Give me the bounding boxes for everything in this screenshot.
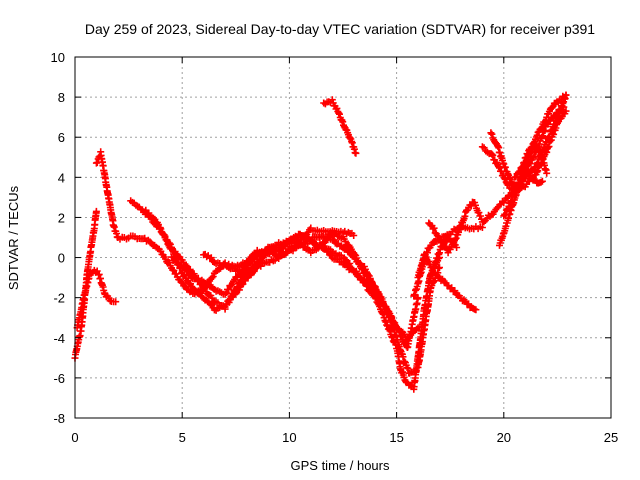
y-tick-label: 8 <box>58 90 65 105</box>
series-track-11 <box>410 223 486 300</box>
series-track-3 <box>92 148 122 241</box>
series-markers <box>320 96 360 157</box>
series-markers <box>92 148 122 241</box>
y-tick-label: 0 <box>58 251 65 266</box>
chart-title: Day 259 of 2023, Sidereal Day-to-day VTE… <box>85 21 595 37</box>
series-markers <box>168 230 443 393</box>
series-markers <box>425 235 461 286</box>
series-markers <box>511 142 551 181</box>
y-tick-label: 6 <box>58 130 65 145</box>
series-track-13 <box>425 235 461 286</box>
y-tick-label: -6 <box>53 371 65 386</box>
y-axis-label: SDTVAR / TECUs <box>6 185 21 290</box>
x-tick-label: 20 <box>497 430 511 445</box>
series-markers <box>73 266 120 332</box>
axis-ticks: 0 5 10 15 20 25 -8 -6 -4 -2 0 2 4 6 8 10 <box>51 50 619 445</box>
series-markers <box>410 223 486 300</box>
y-tick-label: -4 <box>53 331 65 346</box>
series-track-2 <box>73 266 120 332</box>
x-tick-label: 15 <box>389 430 403 445</box>
data-series <box>71 91 570 393</box>
x-axis-label: GPS time / hours <box>291 458 390 473</box>
series-track-7 <box>168 230 443 393</box>
plot-frame <box>74 56 612 419</box>
y-tick-label: 2 <box>58 210 65 225</box>
series-track-9 <box>320 96 360 157</box>
y-tick-label: -2 <box>53 291 65 306</box>
x-tick-label: 5 <box>179 430 186 445</box>
series-markers <box>200 227 358 277</box>
y-tick-label: 10 <box>51 50 65 65</box>
series-track-8 <box>200 227 358 277</box>
x-tick-label: 10 <box>282 430 296 445</box>
y-tick-label: -8 <box>53 411 65 426</box>
y-tick-label: 4 <box>58 170 65 185</box>
x-tick-label: 25 <box>604 430 618 445</box>
series-track-18 <box>511 142 551 181</box>
x-tick-label: 0 <box>71 430 78 445</box>
